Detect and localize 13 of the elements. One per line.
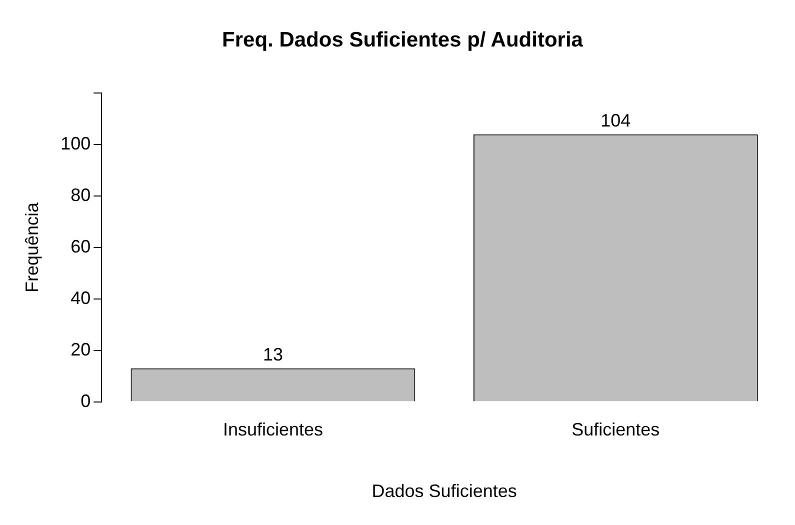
data-label: 104 xyxy=(600,110,631,130)
y-tick-label: 80 xyxy=(70,185,91,206)
data-label: 13 xyxy=(262,344,283,364)
y-tick-label: 60 xyxy=(70,236,91,256)
y-tick-label: 0 xyxy=(80,390,91,411)
x-axis-title: Dados Suficientes xyxy=(372,481,517,502)
y-axis-title: Frequência xyxy=(22,201,42,293)
x-tick-label: Insuficientes xyxy=(222,420,324,440)
y-tick-label: 20 xyxy=(70,339,91,360)
x-tick-label: Suficientes xyxy=(572,420,660,440)
y-tick-label: 40 xyxy=(70,288,91,308)
y-tick-label: 100 xyxy=(60,134,91,154)
chart-title: Freq. Dados Suficientes p/ Auditoria xyxy=(222,28,584,52)
